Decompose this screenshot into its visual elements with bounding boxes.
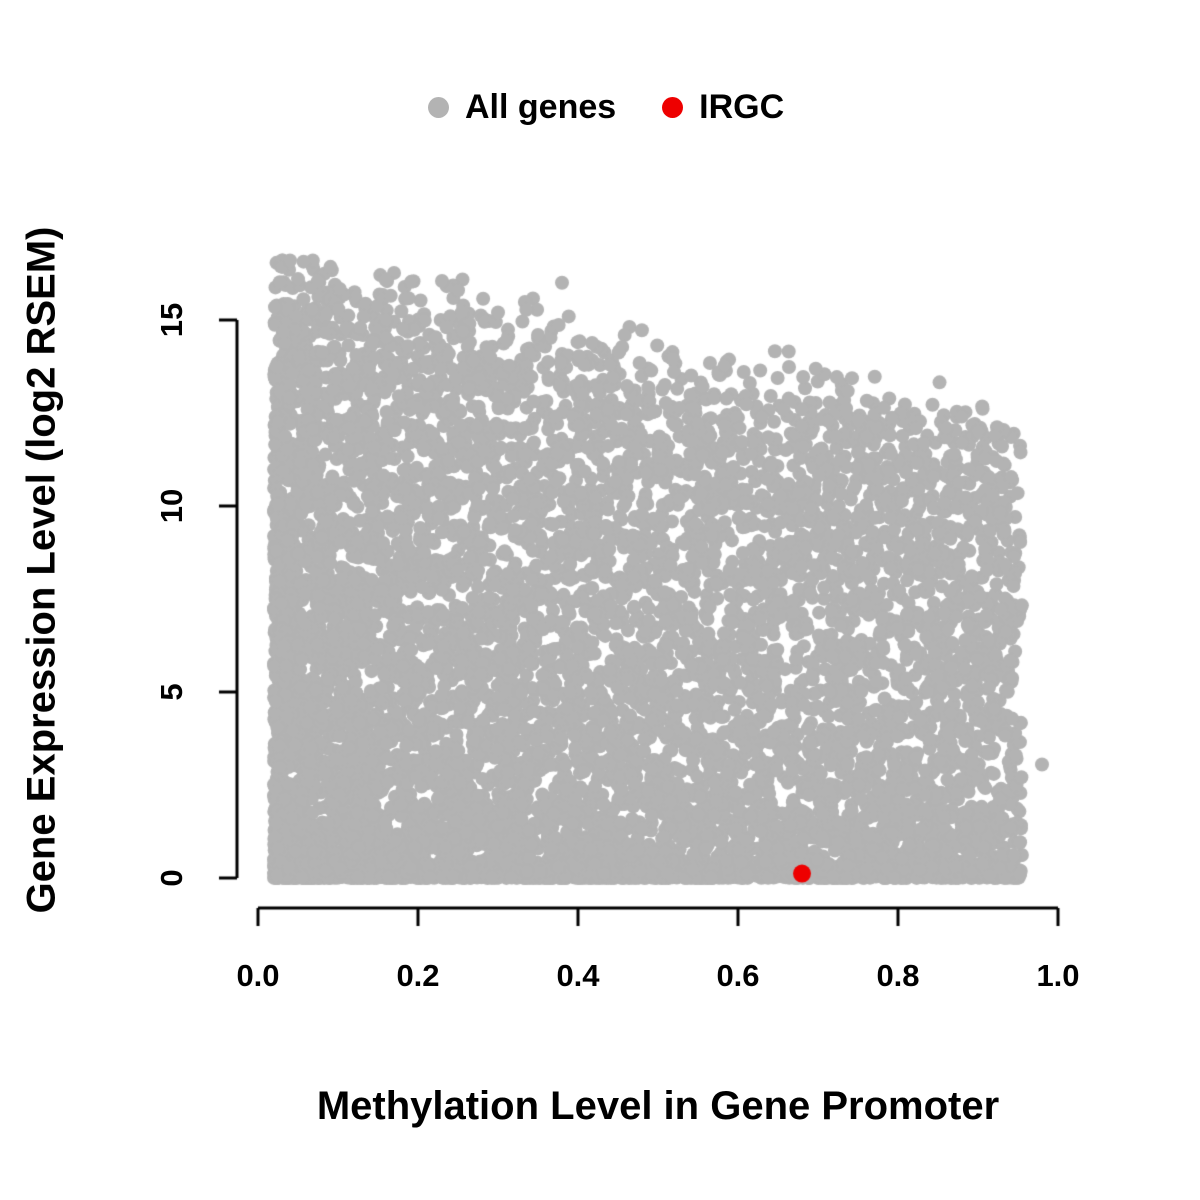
x-tick-label-0.6: 0.6 xyxy=(716,958,760,993)
x-tick-label-1.0: 1.0 xyxy=(1036,958,1080,993)
x-tick-label-0.8: 0.8 xyxy=(876,958,920,993)
x-tick-label-0.4: 0.4 xyxy=(556,958,600,993)
legend: All genes IRGC xyxy=(428,88,784,127)
y-axis-title: Gene Expression Level (log2 RSEM) xyxy=(19,226,64,914)
legend-item-all-genes: All genes xyxy=(428,88,616,127)
y-tick-label-5: 5 xyxy=(154,683,189,701)
x-tick-label-0.2: 0.2 xyxy=(396,958,440,993)
all-genes-point-swatch xyxy=(428,97,449,118)
y-tick-label-0: 0 xyxy=(154,869,189,887)
legend-label-all-genes: All genes xyxy=(465,88,617,126)
legend-item-irgc: IRGC xyxy=(662,88,784,127)
y-tick-label-10: 10 xyxy=(154,488,189,524)
y-tick-label-15: 15 xyxy=(154,302,189,338)
x-axis-title: Methylation Level in Gene Promoter xyxy=(316,1084,1000,1128)
x-tick-label-0.0: 0.0 xyxy=(236,958,280,993)
legend-label-irgc: IRGC xyxy=(699,88,785,126)
irgc-point-swatch xyxy=(662,97,684,118)
